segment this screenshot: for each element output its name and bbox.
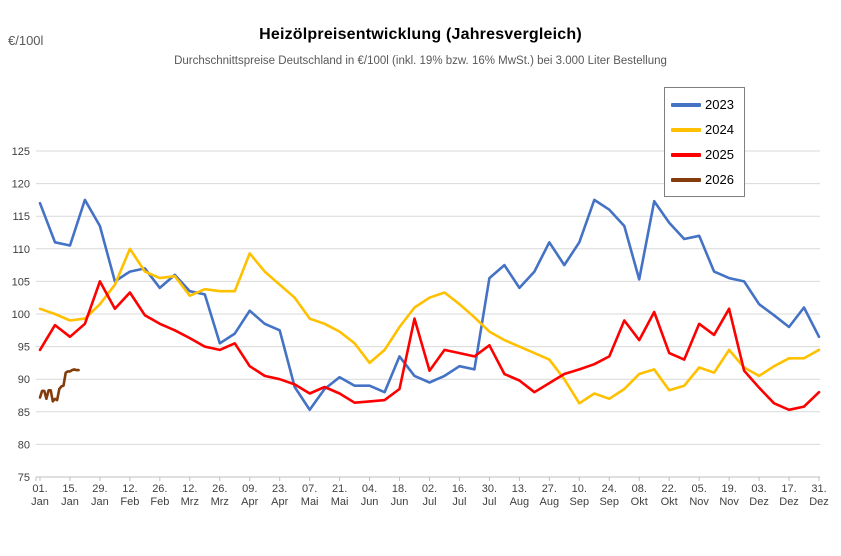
svg-text:23.: 23. [272,483,287,495]
svg-text:Sep: Sep [599,496,619,508]
svg-text:105: 105 [12,276,30,288]
svg-text:100: 100 [12,309,30,321]
svg-text:12.: 12. [182,483,197,495]
svg-text:Feb: Feb [120,496,139,508]
svg-text:13.: 13. [512,483,527,495]
legend-label-2025: 2025 [705,147,734,162]
svg-text:30.: 30. [482,483,497,495]
svg-text:Jun: Jun [361,496,379,508]
y-axis-labels: 75 80 85 90 95 100 105 110 115 120 125 [12,146,30,484]
svg-text:Mrz: Mrz [211,496,229,508]
x-axis-labels: 01.Jan15.Jan29.Jan12.Feb26.Feb12.Mrz26.M… [31,483,829,508]
svg-text:95: 95 [18,342,30,354]
chart-title: Heizölpreisentwicklung (Jahresvergleich) [259,26,582,43]
series-line-2023 [38,198,821,412]
svg-text:26.: 26. [212,483,227,495]
svg-text:Nov: Nov [689,496,709,508]
svg-text:Apr: Apr [241,496,258,508]
svg-text:110: 110 [12,244,30,256]
legend-item-2026: 2026 [671,173,738,186]
svg-text:Jan: Jan [91,496,109,508]
svg-text:Jul: Jul [422,496,436,508]
svg-text:Sep: Sep [570,496,590,508]
svg-text:Dez: Dez [779,496,799,508]
svg-text:27.: 27. [542,483,557,495]
svg-text:03.: 03. [751,483,766,495]
svg-text:Jul: Jul [482,496,496,508]
svg-text:22.: 22. [662,483,677,495]
svg-text:85: 85 [18,407,30,419]
svg-text:01.: 01. [32,483,47,495]
svg-text:Nov: Nov [719,496,739,508]
legend-label-2026: 2026 [705,172,734,187]
svg-text:29.: 29. [92,483,107,495]
svg-text:21.: 21. [332,483,347,495]
svg-text:Jan: Jan [31,496,49,508]
svg-text:17.: 17. [781,483,796,495]
legend-swatch-2025 [671,152,701,157]
svg-text:Okt: Okt [631,496,648,508]
series-line-2024 [38,247,821,405]
svg-text:Okt: Okt [661,496,678,508]
svg-text:07.: 07. [302,483,317,495]
svg-text:Jun: Jun [391,496,409,508]
legend-swatch-2024 [671,127,701,132]
svg-text:Jan: Jan [61,496,79,508]
svg-text:04.: 04. [362,483,377,495]
svg-text:80: 80 [18,439,30,451]
series-line-2026 [38,368,80,403]
chart-subtitle: Durchschnittspreise Deutschland in €/100… [174,55,667,67]
svg-text:Mai: Mai [301,496,319,508]
legend-label-2024: 2024 [705,122,734,137]
svg-text:75: 75 [18,472,30,484]
svg-text:90: 90 [18,374,30,386]
legend-item-2023: 2023 [671,98,738,111]
svg-text:10.: 10. [572,483,587,495]
y-axis-unit-label: €/100l [8,33,44,48]
legend-swatch-2023 [671,102,701,107]
svg-text:31.: 31. [811,483,826,495]
svg-text:Mai: Mai [331,496,349,508]
svg-text:12.: 12. [122,483,137,495]
svg-text:125: 125 [12,146,30,158]
svg-text:26.: 26. [152,483,167,495]
svg-text:Dez: Dez [749,496,769,508]
svg-text:Aug: Aug [510,496,530,508]
svg-text:18.: 18. [392,483,407,495]
svg-text:115: 115 [12,211,30,223]
svg-text:02.: 02. [422,483,437,495]
svg-text:15.: 15. [62,483,77,495]
gridlines [36,150,820,478]
svg-text:Mrz: Mrz [181,496,199,508]
svg-text:Apr: Apr [271,496,288,508]
svg-text:05.: 05. [692,483,707,495]
svg-text:Feb: Feb [150,496,169,508]
legend-item-2024: 2024 [671,123,738,136]
x-axis-ticks [35,477,820,481]
svg-text:Dez: Dez [809,496,829,508]
svg-text:Jul: Jul [452,496,466,508]
series-line-2025 [38,280,821,412]
svg-text:Aug: Aug [540,496,560,508]
legend-item-2025: 2025 [671,148,738,161]
svg-text:09.: 09. [242,483,257,495]
chart-legend: 2023 2024 2025 2026 [664,87,745,197]
svg-text:16.: 16. [452,483,467,495]
svg-text:19.: 19. [721,483,736,495]
svg-text:24.: 24. [602,483,617,495]
svg-text:08.: 08. [632,483,647,495]
svg-text:120: 120 [12,179,30,191]
legend-label-2023: 2023 [705,97,734,112]
legend-swatch-2026 [671,177,701,182]
